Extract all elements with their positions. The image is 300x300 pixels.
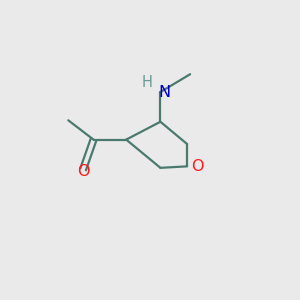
Text: N: N [158, 85, 170, 100]
Text: H: H [142, 75, 152, 90]
Text: O: O [77, 164, 89, 179]
Text: O: O [191, 159, 204, 174]
